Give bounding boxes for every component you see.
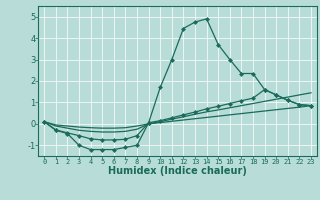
X-axis label: Humidex (Indice chaleur): Humidex (Indice chaleur) [108, 166, 247, 176]
